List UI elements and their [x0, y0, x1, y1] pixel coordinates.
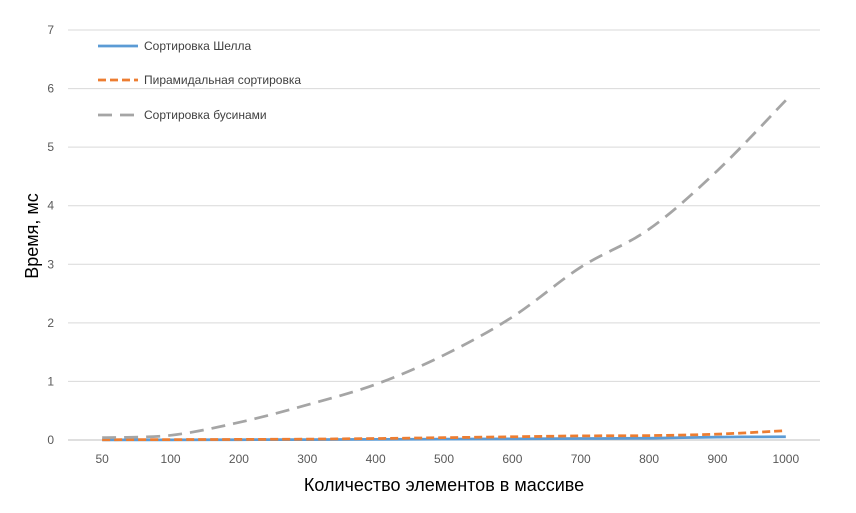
- x-axis-ticks: 50 100 200 300 400 500 600 700 800 900 1000: [96, 452, 800, 466]
- x-tick-label: 800: [639, 452, 659, 466]
- series-line-2: [102, 429, 786, 442]
- x-axis-title: Количество элементов в массиве: [304, 475, 584, 495]
- y-tick-label: 1: [47, 374, 54, 388]
- series-line-1: [102, 435, 786, 442]
- x-tick-label: 600: [502, 452, 522, 466]
- x-tick-label: 300: [297, 452, 317, 466]
- x-tick-label: 1000: [772, 452, 799, 466]
- y-tick-label: 2: [47, 316, 54, 330]
- x-tick-label: 100: [161, 452, 181, 466]
- legend: Сортировка Шелла Пирамидальная сортировка…: [98, 39, 301, 122]
- legend-label-3: Сортировка бусинами: [144, 108, 267, 122]
- y-axis-title: Время, мс: [22, 193, 42, 279]
- y-tick-label: 7: [47, 23, 54, 37]
- y-axis-ticks: 0 1 2 3 4 5 6 7: [47, 23, 54, 447]
- legend-label-2: Пирамидальная сортировка: [144, 73, 301, 87]
- x-tick-label: 700: [571, 452, 591, 466]
- series-lines: [102, 99, 787, 442]
- x-tick-label: 900: [707, 452, 727, 466]
- y-tick-label: 3: [47, 257, 54, 271]
- legend-label-1: Сортировка Шелла: [144, 39, 251, 53]
- y-tick-label: 4: [47, 199, 54, 213]
- x-tick-label: 500: [434, 452, 454, 466]
- series-line-3: [102, 99, 787, 440]
- x-tick-label: 400: [366, 452, 386, 466]
- x-tick-label: 50: [96, 452, 110, 466]
- x-tick-label: 200: [229, 452, 249, 466]
- y-tick-label: 6: [47, 82, 54, 96]
- gridlines: [68, 29, 820, 441]
- y-tick-label: 5: [47, 140, 54, 154]
- y-tick-label: 0: [47, 433, 54, 447]
